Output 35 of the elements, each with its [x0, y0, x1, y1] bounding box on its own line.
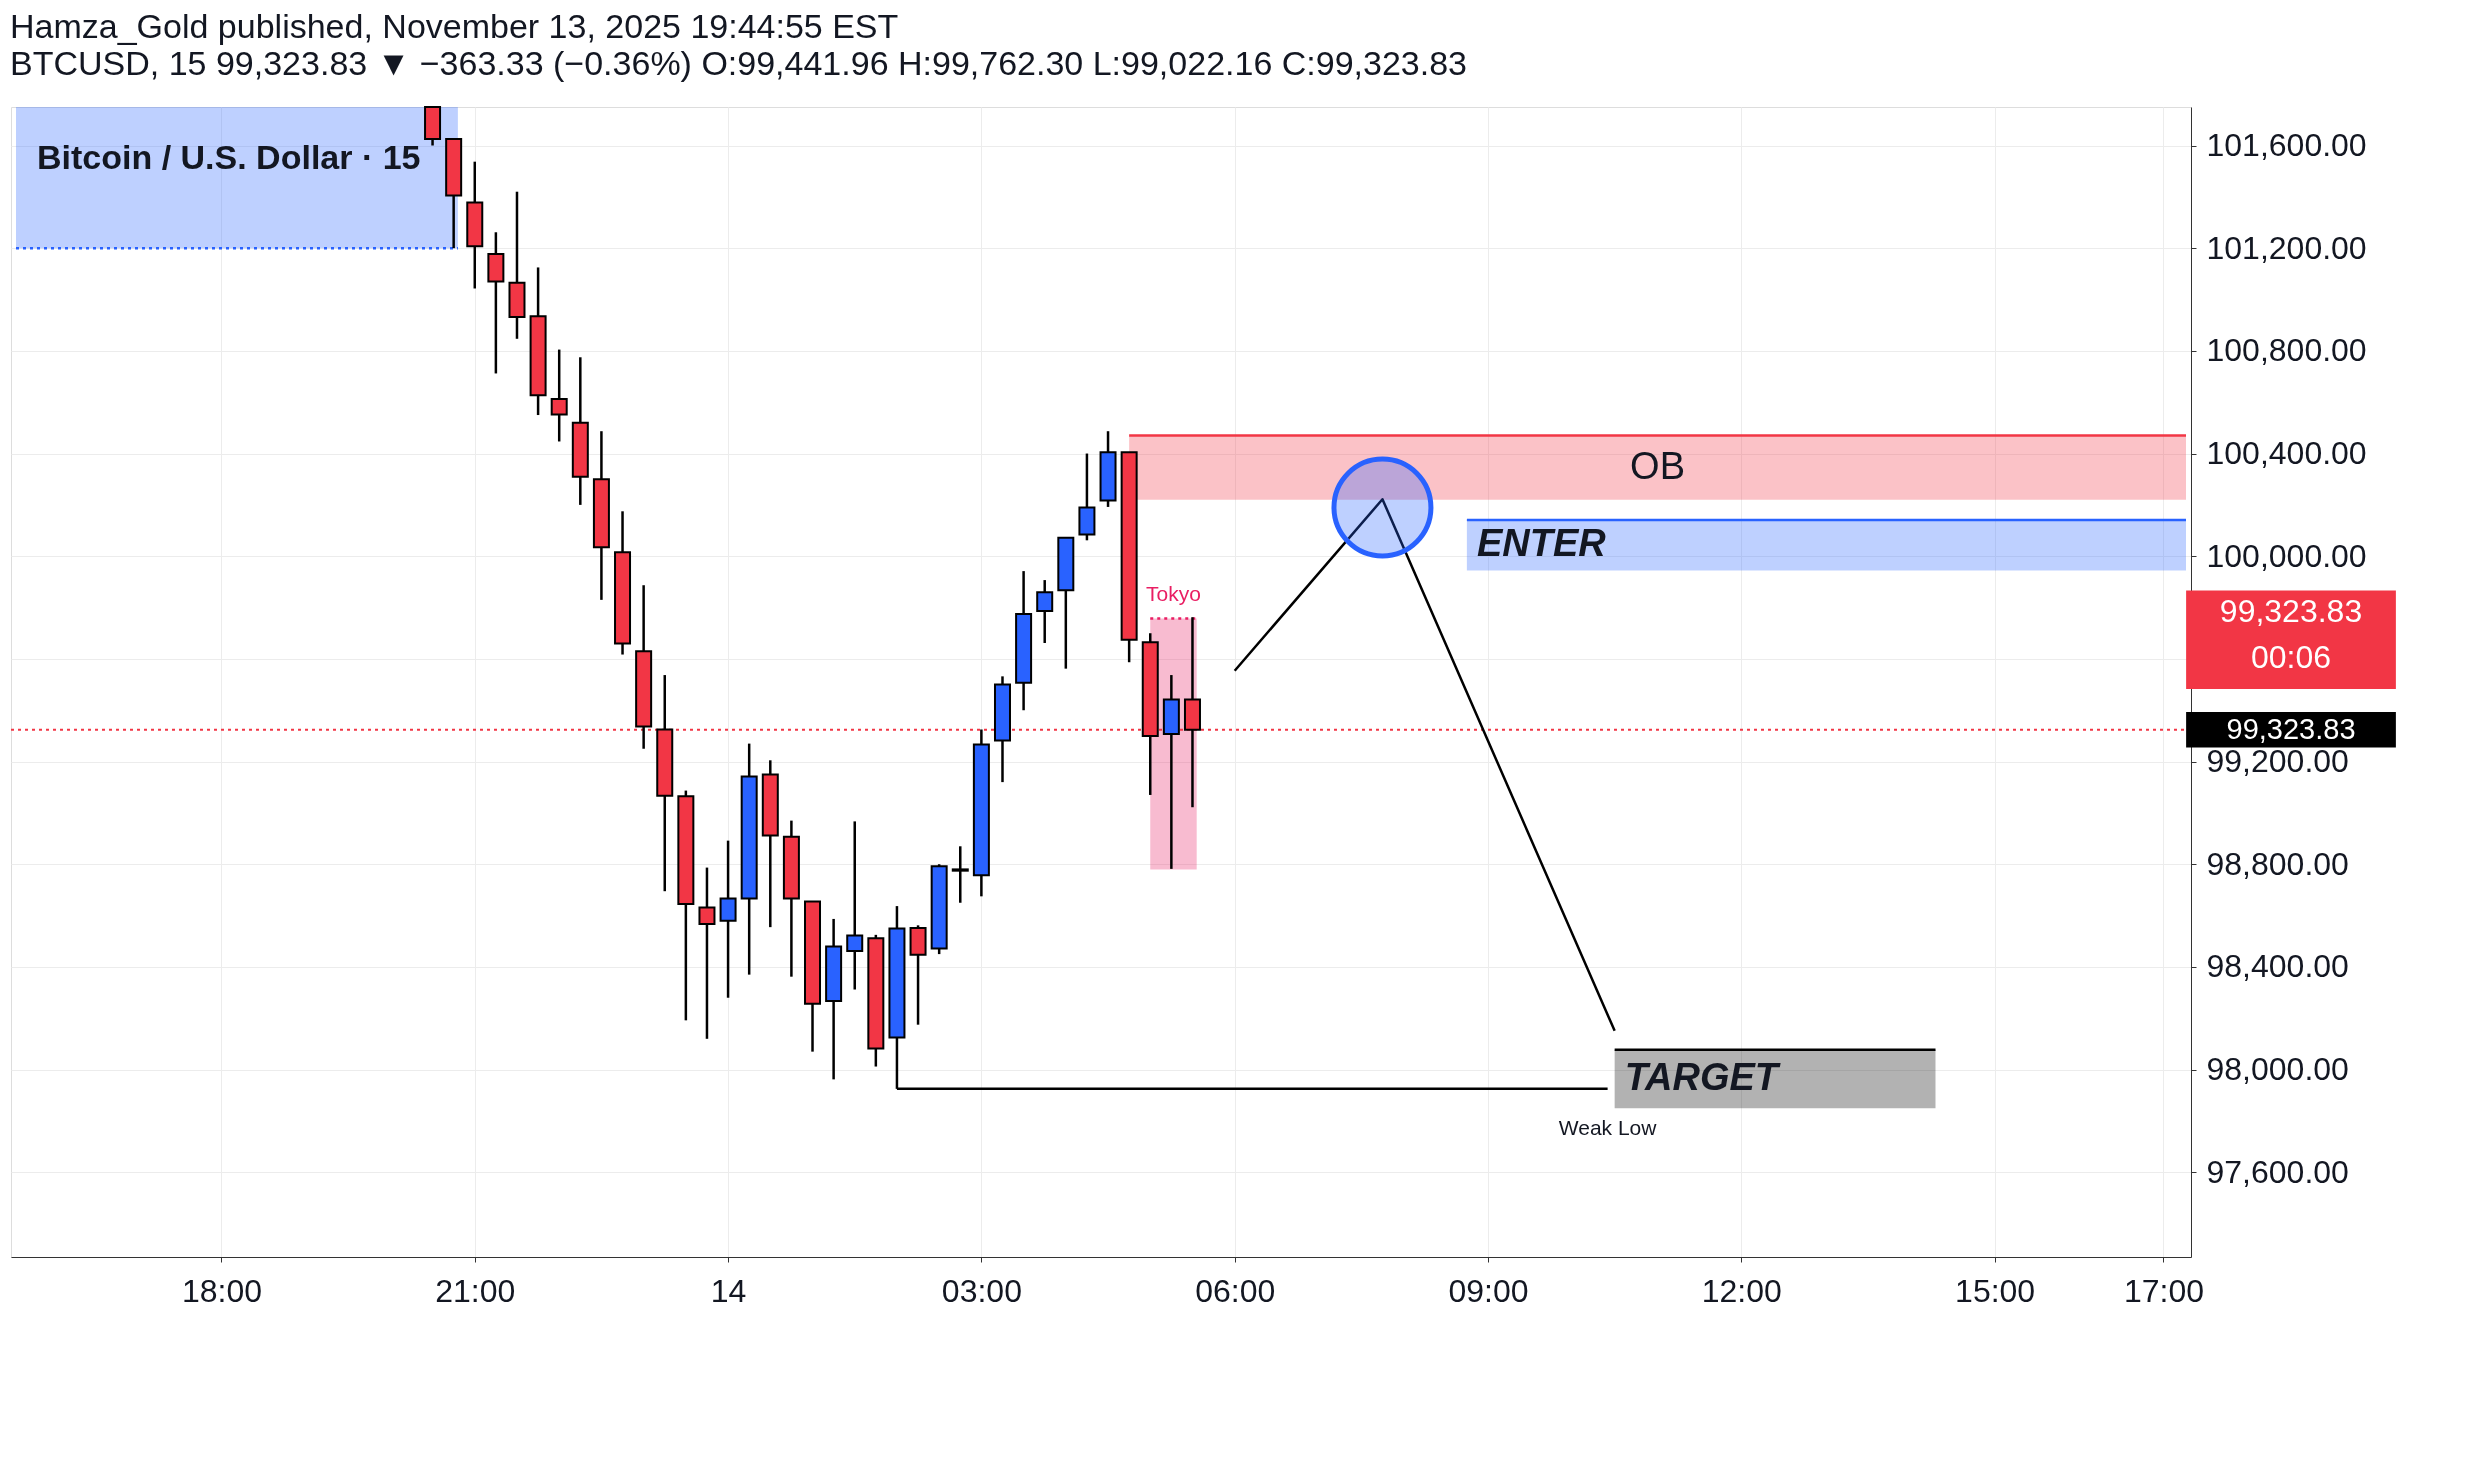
x-tick-label: 03:00	[941, 1272, 1022, 1309]
annotation: Bitcoin / U.S. Dollar · 15	[37, 138, 421, 176]
x-tick-label: 12:00	[1701, 1272, 1782, 1309]
annotation: Tokyo	[1146, 581, 1201, 605]
x-tick-label: 14	[710, 1272, 747, 1309]
x-tick-label: 15:00	[1955, 1272, 2036, 1309]
text: 99,323.83	[2219, 592, 2363, 629]
candlestick	[951, 845, 969, 905]
y-tick-label: 97,600.00	[2206, 1153, 2349, 1190]
y-tick-label: 100,800.00	[2206, 332, 2367, 369]
y-tick-label: 98,000.00	[2206, 1051, 2349, 1088]
annotation: OB	[1630, 444, 1686, 487]
y-tick-label: 98,800.00	[2206, 845, 2349, 882]
candlestick	[1036, 578, 1054, 645]
ref-line-label: 99,323.83	[2226, 712, 2356, 745]
candlestick	[550, 348, 568, 443]
y-tick-label: 98,400.00	[2206, 948, 2349, 985]
y-tick-label: 101,200.00	[2206, 229, 2367, 266]
candlestick	[698, 866, 716, 1041]
annotation: Weak Low	[1558, 1115, 1658, 1139]
chart-title: Hamza_Gold published, November 13, 2025 19:44:55 EST	[10, 6, 899, 45]
candlestick	[719, 839, 737, 999]
y-tick-label: 101,600.00	[2206, 127, 2367, 163]
y-tick-label: 100,400.00	[2206, 435, 2367, 472]
candlestick	[846, 820, 864, 991]
text: 00:06	[2250, 638, 2332, 675]
x-tick-label: 21:00	[435, 1272, 516, 1309]
annotation: TARGET	[1624, 1056, 1781, 1099]
y-tick-label: 100,000.00	[2206, 537, 2367, 574]
y-tick-label: 99,200.00	[2206, 743, 2349, 780]
x-tick-label: 06:00	[1195, 1272, 1276, 1309]
x-tick-label: 18:00	[181, 1272, 262, 1309]
x-tick-label: 09:00	[1448, 1272, 1529, 1309]
x-tick-label: 17:00	[2123, 1272, 2205, 1309]
annotation: ENTER	[1476, 522, 1607, 565]
